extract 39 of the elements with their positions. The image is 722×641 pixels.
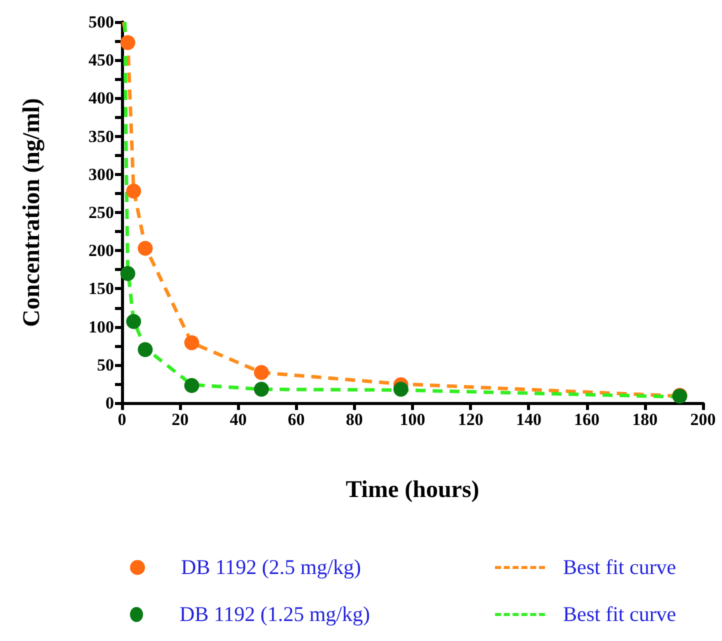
y-tick-label: 100 <box>88 317 114 336</box>
point <box>120 35 136 50</box>
y-tick-label: 300 <box>88 164 114 184</box>
point <box>126 184 142 199</box>
point <box>138 240 153 256</box>
x-tick-label: 60 <box>288 410 305 429</box>
legend-label: Best fit curve <box>563 602 676 627</box>
x-tick-label: 160 <box>574 410 600 429</box>
x-tick-label: 180 <box>632 410 658 429</box>
x-tick-label: 100 <box>400 410 426 429</box>
point <box>254 365 269 380</box>
x-axis-title: Time (hours) <box>346 477 480 503</box>
y-axis-title: Concentration (ng/ml) <box>19 98 45 327</box>
y-tick-label: 0 <box>106 394 114 412</box>
y-tick-label: 200 <box>88 241 114 260</box>
y-tick-label: 450 <box>88 50 114 70</box>
legend-label: DB 1192 (1.25 mg/kg) <box>179 602 370 627</box>
point <box>254 382 269 397</box>
point <box>120 266 136 281</box>
y-tick-label: 150 <box>88 279 114 298</box>
point <box>138 342 153 358</box>
x-tick-label: 120 <box>458 410 484 429</box>
x-tick-label: 20 <box>172 410 189 429</box>
point <box>184 335 200 350</box>
legend-label: Best fit curve <box>563 555 676 580</box>
x-tick-label: 80 <box>346 410 363 429</box>
x-tick-label: 140 <box>516 410 542 429</box>
point <box>393 382 408 397</box>
x-tick-label: 200 <box>690 410 716 429</box>
y-tick-label: 500 <box>88 12 114 32</box>
legend-label: DB 1192 (2.5 mg/kg) <box>181 555 362 580</box>
y-tick-label: 400 <box>88 88 114 108</box>
point <box>184 378 200 393</box>
point <box>126 314 142 329</box>
y-tick-label: 350 <box>88 126 114 146</box>
y-tick-label: 250 <box>88 203 114 222</box>
x-tick-label: 40 <box>230 410 247 429</box>
y-tick-label: 50 <box>97 355 114 374</box>
x-tick-label: 0 <box>118 410 126 429</box>
